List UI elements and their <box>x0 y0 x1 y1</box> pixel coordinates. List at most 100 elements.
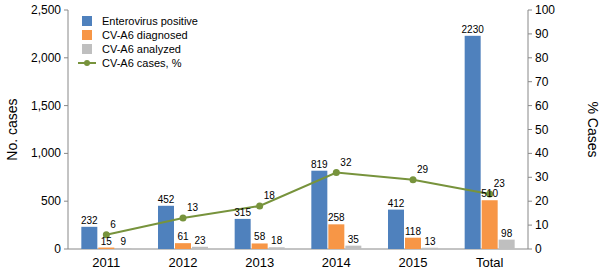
y2-tick-label: 80 <box>535 51 549 65</box>
legend-swatch <box>82 30 92 40</box>
y2-tick <box>528 201 532 202</box>
y2-tick-label: 100 <box>535 3 555 17</box>
y2-tick <box>528 225 532 226</box>
y-tick <box>64 153 68 154</box>
y2-tick <box>528 129 532 130</box>
y-tick <box>64 57 68 58</box>
bar <box>345 246 361 249</box>
y2-axis-title: % Cases <box>585 101 600 157</box>
line-marker <box>180 214 187 221</box>
y2-tick <box>528 57 532 58</box>
line <box>106 173 489 235</box>
y2-tick-label: 50 <box>535 123 549 137</box>
bar-label: 258 <box>328 212 345 223</box>
legend-swatch <box>82 16 92 26</box>
y-tick-label: 2,500 <box>31 3 61 17</box>
y-tick-label: 2,000 <box>31 51 61 65</box>
bar <box>192 247 208 249</box>
bar-label: 23 <box>194 235 206 246</box>
line-label: 6 <box>110 219 116 230</box>
x-tick-label: 2011 <box>92 255 120 270</box>
y-tick-label: 1,000 <box>31 146 61 160</box>
bar <box>388 210 404 249</box>
bar-label: 2230 <box>462 24 485 35</box>
legend-swatch <box>82 44 92 54</box>
bar-label: 819 <box>311 159 328 170</box>
legend-label: CV-A6 analyzed <box>102 43 181 55</box>
data-labels: 232 452 315 819 412 2230 15 61 58 258 118 510 9 23 18 3… <box>81 24 513 247</box>
y-axis-title: No. cases <box>4 98 20 160</box>
bar-label: 315 <box>234 207 251 218</box>
y-tick <box>64 105 68 106</box>
bar-label: 13 <box>424 236 436 247</box>
bar <box>499 240 515 249</box>
y2-tick <box>528 249 532 250</box>
bar <box>115 248 131 249</box>
line-label: 32 <box>340 157 352 168</box>
y-axis-line <box>68 10 69 249</box>
bar-label: 510 <box>481 188 498 199</box>
chart-container: 05001,0001,5002,0002,5000102030405060708… <box>0 0 600 276</box>
y2-tick-label: 0 <box>535 242 542 256</box>
bar-label: 15 <box>101 236 113 247</box>
bar-label: 18 <box>271 235 283 246</box>
bar <box>328 224 344 249</box>
y2-tick-label: 90 <box>535 27 549 41</box>
bar-label: 98 <box>501 228 513 239</box>
legend-swatch <box>84 60 90 66</box>
bar <box>81 227 97 249</box>
line-label: 18 <box>264 190 276 201</box>
bar-label: 9 <box>121 236 127 247</box>
x-tick-label: 2015 <box>399 255 428 270</box>
bar <box>235 219 251 249</box>
y2-tick <box>528 81 532 82</box>
bar <box>98 248 114 249</box>
line-marker <box>410 176 417 183</box>
y-tick-label: 500 <box>41 194 61 208</box>
bar <box>465 36 481 249</box>
bar <box>252 243 268 249</box>
legend: Enterovirus positive CV-A6 diagnosed CV-A6… <box>78 15 198 69</box>
y2-tick-label: 70 <box>535 75 549 89</box>
x-tick-label: 2012 <box>169 255 198 270</box>
y2-tick-label: 60 <box>535 99 549 113</box>
bar <box>405 238 421 249</box>
line-marker <box>333 169 340 176</box>
bar <box>158 206 174 249</box>
bar-label: 412 <box>388 198 405 209</box>
y-tick-label: 0 <box>54 242 61 256</box>
bar-label: 232 <box>81 215 98 226</box>
x-tick-label: 2014 <box>322 255 351 270</box>
x-tick-label: 2013 <box>245 255 274 270</box>
line-label: 29 <box>417 164 429 175</box>
bar <box>422 248 438 249</box>
legend-label: Enterovirus positive <box>102 15 198 27</box>
bar <box>175 243 191 249</box>
y2-tick-label: 30 <box>535 170 549 184</box>
y2-tick <box>528 33 532 34</box>
line-label: 13 <box>187 202 199 213</box>
bar-label: 61 <box>177 231 189 242</box>
y-tick <box>64 10 68 11</box>
bar-label: 35 <box>348 234 360 245</box>
bar-label: 452 <box>158 194 175 205</box>
x-tick-label: Total <box>476 255 504 270</box>
bar-label: 58 <box>254 231 266 242</box>
legend-label: CV-A6 cases, % <box>102 57 182 69</box>
y2-tick <box>528 153 532 154</box>
marks <box>81 36 514 249</box>
y-tick <box>64 249 68 250</box>
y2-tick-label: 40 <box>535 146 549 160</box>
y2-tick-label: 10 <box>535 218 549 232</box>
bar-label: 118 <box>405 226 421 237</box>
bar <box>269 247 285 249</box>
line-marker <box>256 202 263 209</box>
chart-svg: 05001,0001,5002,0002,5000102030405060708… <box>0 0 600 276</box>
y2-tick <box>528 10 532 11</box>
y2-axis-line <box>528 10 529 249</box>
legend-label: CV-A6 diagnosed <box>102 29 188 41</box>
y2-tick <box>528 177 532 178</box>
bar <box>482 200 498 249</box>
y-tick-label: 1,500 <box>31 99 61 113</box>
y2-tick <box>528 105 532 106</box>
